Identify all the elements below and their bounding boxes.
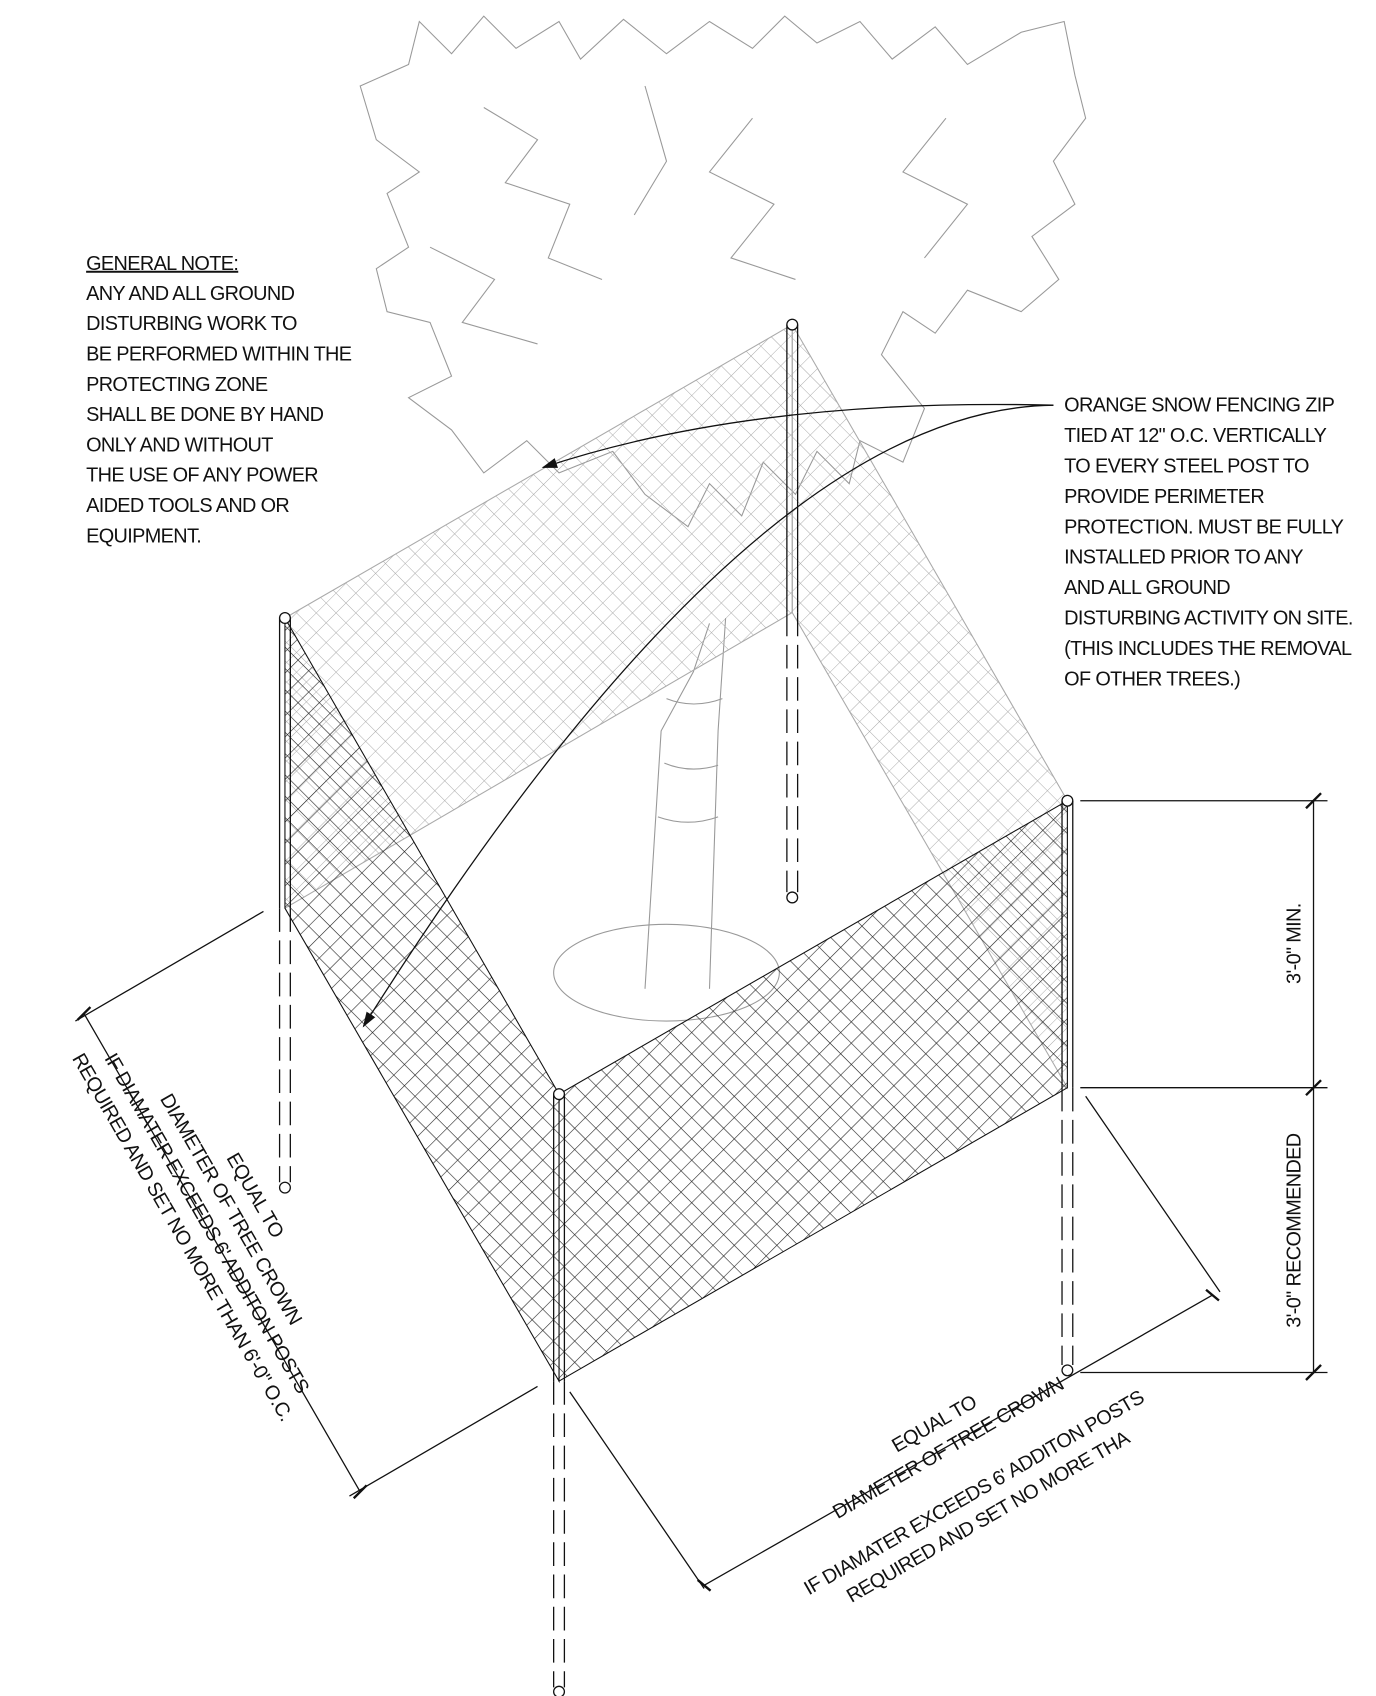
note-line: PROTECTING ZONE (86, 374, 268, 396)
note-line: EQUIPMENT. (86, 525, 201, 547)
dim-label: 3'-0" RECOMMENDED (1284, 1133, 1306, 1328)
callout-line: PROTECTION. MUST BE FULLY (1064, 516, 1343, 538)
note-heading: GENERAL NOTE: (86, 253, 238, 275)
note-line: SHALL BE DONE BY HAND (86, 404, 323, 426)
callout-line: AND ALL GROUND (1064, 577, 1230, 599)
dim-text: REQUIRED AND SET NO MORE THA (843, 1427, 1134, 1608)
note-line: ANY AND ALL GROUND (86, 283, 294, 305)
callout-line: INSTALLED PRIOR TO ANY (1064, 547, 1303, 569)
fence-panel-front (558, 799, 1068, 1383)
callout-line: (THIS INCLUDES THE REMOVAL (1064, 638, 1352, 660)
note-line: THE USE OF ANY POWER (86, 465, 318, 487)
note-line: DISTURBING WORK TO (86, 313, 297, 335)
note-line: AIDED TOOLS AND OR (86, 495, 289, 517)
leader-lines (362, 403, 1054, 1028)
note-line: ONLY AND WITHOUT (86, 434, 273, 456)
tree-crown (359, 15, 1087, 528)
callout-line: PROVIDE PERIMETER (1064, 486, 1264, 508)
callout-line: TIED AT 12" O.C. VERTICALLY (1064, 425, 1326, 447)
dim-label: 3'-0" MIN. (1284, 903, 1306, 984)
callout-line: OF OTHER TREES.) (1064, 668, 1240, 690)
dimension-lines (75, 792, 1328, 1592)
note-line: BE PERFORMED WITHIN THE (86, 343, 352, 365)
callout-line: ORANGE SNOW FENCING ZIP (1064, 395, 1334, 417)
callout-line: DISTURBING ACTIVITY ON SITE. (1064, 608, 1353, 630)
posts (278, 318, 1074, 1696)
callout-line: TO EVERY STEEL POST TO (1064, 455, 1309, 477)
